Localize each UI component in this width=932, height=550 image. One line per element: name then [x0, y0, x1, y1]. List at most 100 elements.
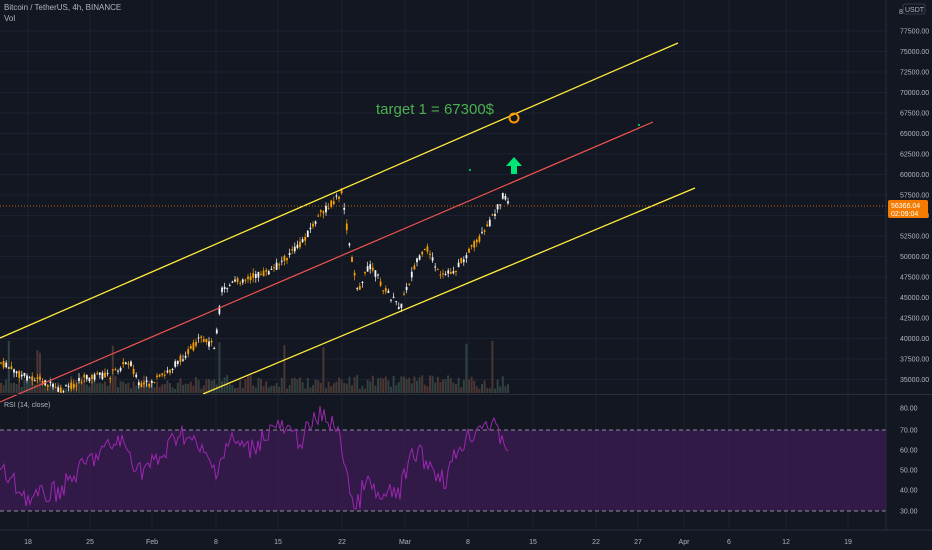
candle-body [75, 385, 78, 387]
volume-bar [317, 380, 320, 393]
candle-body [314, 221, 317, 224]
volume-bar [358, 388, 361, 393]
candle-body [67, 386, 70, 388]
candle-body [36, 377, 39, 380]
channel-lower-line[interactable] [202, 187, 696, 395]
candle-body [371, 267, 374, 271]
channel-upper-line[interactable] [0, 42, 679, 339]
volume-bar [26, 382, 28, 393]
volume-bar [319, 382, 322, 393]
candle-body [2, 360, 5, 368]
channel-mid-line[interactable] [0, 121, 654, 403]
candle-body [184, 355, 187, 358]
volume-bar [91, 380, 93, 393]
candle-body [189, 345, 192, 349]
volume-bar [332, 383, 335, 393]
candle-body [358, 285, 361, 290]
rsi-tick-label: 50.00 [900, 468, 918, 475]
candle-body [254, 274, 257, 279]
candle-body [356, 288, 359, 290]
volume-bar [221, 381, 223, 393]
volume-bar [36, 350, 39, 393]
up-arrow-icon[interactable] [506, 157, 522, 174]
volume-bar [202, 385, 205, 393]
time-tick-label: 12 [782, 539, 790, 546]
volume-bar [325, 388, 327, 393]
candle-body [434, 266, 437, 268]
candle-body [15, 371, 18, 374]
price-axis[interactable] [886, 0, 932, 394]
time-tick-label: 25 [86, 539, 94, 546]
candle-body [465, 255, 468, 259]
candle-body [104, 372, 106, 378]
settings-icon[interactable]: 8 [899, 9, 903, 16]
candle-body [59, 387, 62, 393]
candle-body [192, 342, 195, 351]
volume-bar [13, 382, 15, 393]
candle-body [85, 375, 88, 380]
candle-body [491, 214, 494, 216]
candle-body [468, 248, 470, 253]
candle-body [470, 244, 473, 247]
volume-bar [395, 385, 398, 393]
volume-bar [283, 345, 286, 393]
price-tick-label: 75000.00 [900, 49, 929, 56]
volume-bar [10, 383, 13, 393]
target-annotation[interactable]: target 1 = 67300$ [376, 101, 495, 118]
candle-body [236, 278, 239, 283]
candle-body [387, 290, 390, 293]
volume-bar [382, 378, 385, 393]
volume-bar [161, 384, 164, 393]
volume-bar [499, 386, 502, 393]
candle-body [384, 288, 387, 292]
volume-bar [306, 377, 309, 393]
volume-bar [452, 382, 455, 393]
volume-bar [377, 378, 379, 393]
target-circle-icon[interactable] [508, 112, 520, 124]
candle-body [169, 369, 171, 373]
candle-body [18, 371, 21, 378]
symbol-title[interactable]: Bitcoin / TetherUS, 4h, BINANCE [4, 3, 122, 12]
price-tick-label: 65000.00 [900, 131, 929, 138]
volume-bar [169, 383, 171, 393]
volume-bar [301, 382, 304, 393]
volume-bar [254, 387, 257, 393]
volume-bar [208, 379, 210, 393]
volume-bar [54, 386, 57, 393]
volume-bar [197, 379, 200, 393]
candle-body [418, 255, 421, 260]
volume-bar [210, 380, 213, 393]
volume-bar [187, 384, 190, 393]
candle-body [10, 366, 13, 369]
price-tick-label: 35000.00 [900, 377, 929, 384]
volume-bar [286, 388, 288, 393]
candle-body [57, 387, 60, 392]
volume-bar [488, 388, 491, 393]
candle-body [327, 207, 330, 209]
candle-body [231, 281, 234, 283]
time-axis-labels: 18 25 Feb 8 15 22 Mar 8 15 22 27 Apr 6 12 19 [24, 539, 852, 546]
candle-body [13, 369, 15, 373]
candle-body [62, 391, 65, 393]
candle-body [7, 367, 10, 369]
candle-body [218, 306, 221, 315]
candle-body [88, 377, 91, 382]
candle-body [98, 372, 101, 375]
time-axis[interactable] [0, 530, 932, 550]
currency-badge[interactable] [902, 3, 926, 15]
candle-body [70, 382, 73, 389]
volume-legend[interactable]: Vol [4, 14, 16, 23]
candle-body [119, 367, 122, 371]
candle-body [278, 264, 281, 266]
rsi-label[interactable]: RSI (14, close) [4, 402, 50, 409]
volume-bar [122, 381, 125, 393]
volume-bar [426, 386, 429, 393]
candle-body [442, 273, 444, 275]
candle-body [496, 204, 499, 210]
candle-body [301, 239, 304, 243]
time-tick-label: 15 [274, 539, 282, 546]
candle-body [361, 281, 364, 283]
volume-bar [371, 375, 374, 393]
candle-body [410, 271, 413, 278]
